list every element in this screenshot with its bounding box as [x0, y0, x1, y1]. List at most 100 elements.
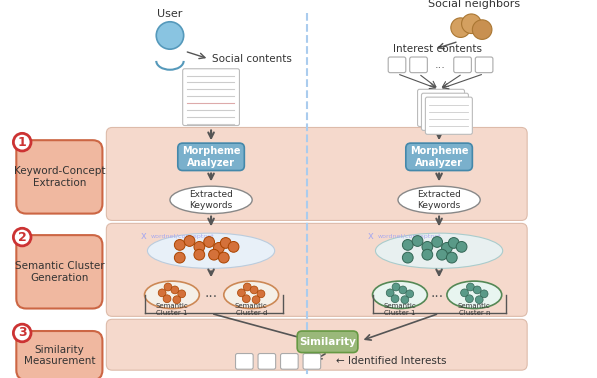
Circle shape: [13, 228, 31, 246]
Text: Semantic
Cluster 1: Semantic Cluster 1: [383, 303, 416, 316]
Circle shape: [466, 295, 473, 303]
Circle shape: [451, 18, 470, 37]
Ellipse shape: [144, 281, 199, 308]
Text: Similarity
Measurement: Similarity Measurement: [24, 345, 95, 366]
Circle shape: [13, 324, 31, 342]
Text: 2: 2: [18, 231, 26, 243]
Text: Morpheme
Analyzer: Morpheme Analyzer: [182, 146, 241, 167]
Text: ← Identified Interests: ← Identified Interests: [336, 356, 447, 366]
Circle shape: [399, 286, 407, 294]
Text: Social neighbors: Social neighbors: [428, 0, 521, 9]
Text: Extracted
Keywords: Extracted Keywords: [417, 190, 461, 209]
Circle shape: [391, 295, 399, 303]
Circle shape: [156, 22, 184, 49]
Text: x: x: [141, 231, 146, 241]
FancyBboxPatch shape: [183, 69, 239, 125]
FancyBboxPatch shape: [16, 235, 103, 308]
Text: wordnet/conceptnet: wordnet/conceptnet: [377, 234, 441, 239]
Circle shape: [208, 249, 219, 260]
FancyBboxPatch shape: [303, 353, 321, 369]
Circle shape: [174, 252, 185, 263]
Circle shape: [220, 237, 231, 248]
FancyBboxPatch shape: [236, 353, 253, 369]
Circle shape: [194, 242, 205, 252]
Circle shape: [242, 295, 250, 303]
Circle shape: [472, 20, 492, 39]
Circle shape: [392, 283, 400, 291]
Text: Semantic
Cluster n: Semantic Cluster n: [458, 303, 491, 316]
Ellipse shape: [447, 281, 501, 308]
Text: Semantic Cluster
Generation: Semantic Cluster Generation: [14, 261, 104, 283]
Ellipse shape: [398, 186, 480, 214]
Circle shape: [461, 14, 481, 34]
FancyBboxPatch shape: [258, 353, 276, 369]
Circle shape: [257, 290, 265, 298]
Circle shape: [386, 289, 394, 297]
Text: wordnet/conceptnet: wordnet/conceptnet: [150, 234, 214, 239]
Text: ...: ...: [435, 60, 445, 70]
Circle shape: [163, 295, 171, 303]
FancyBboxPatch shape: [417, 89, 464, 127]
FancyBboxPatch shape: [106, 127, 527, 220]
Circle shape: [228, 242, 239, 252]
Circle shape: [184, 235, 195, 246]
Circle shape: [422, 242, 433, 252]
FancyBboxPatch shape: [281, 353, 298, 369]
Ellipse shape: [170, 186, 252, 214]
Text: Extracted
Keywords: Extracted Keywords: [189, 190, 233, 209]
FancyBboxPatch shape: [297, 331, 358, 353]
Circle shape: [13, 133, 31, 151]
Circle shape: [252, 296, 260, 304]
Text: User: User: [157, 9, 183, 19]
Circle shape: [238, 289, 245, 297]
Circle shape: [174, 240, 185, 250]
Text: Social contents: Social contents: [212, 54, 292, 64]
Text: Morpheme
Analyzer: Morpheme Analyzer: [410, 146, 468, 167]
Text: 1: 1: [18, 136, 26, 149]
FancyBboxPatch shape: [106, 223, 527, 316]
FancyBboxPatch shape: [426, 97, 472, 134]
Circle shape: [401, 296, 409, 304]
Circle shape: [158, 289, 166, 297]
Circle shape: [412, 235, 423, 246]
Circle shape: [448, 237, 459, 248]
Circle shape: [466, 283, 474, 291]
FancyBboxPatch shape: [106, 319, 527, 370]
FancyBboxPatch shape: [388, 57, 406, 73]
Circle shape: [456, 242, 467, 252]
Circle shape: [475, 296, 483, 304]
Text: ...: ...: [430, 286, 444, 300]
Circle shape: [422, 249, 433, 260]
FancyBboxPatch shape: [454, 57, 472, 73]
Circle shape: [173, 296, 181, 304]
Text: x: x: [368, 231, 374, 241]
Circle shape: [402, 240, 413, 250]
Ellipse shape: [224, 281, 279, 308]
Text: Interest contents: Interest contents: [393, 44, 482, 54]
Ellipse shape: [147, 233, 275, 268]
Circle shape: [402, 252, 413, 263]
Circle shape: [442, 242, 453, 253]
Circle shape: [171, 286, 179, 294]
Circle shape: [406, 290, 414, 298]
Text: Semantic
Cluster d: Semantic Cluster d: [235, 303, 267, 316]
Circle shape: [473, 286, 481, 294]
FancyBboxPatch shape: [16, 331, 103, 378]
Circle shape: [480, 290, 488, 298]
Ellipse shape: [373, 281, 427, 308]
Circle shape: [461, 289, 469, 297]
Text: Keyword-Concept
Extraction: Keyword-Concept Extraction: [14, 166, 105, 188]
Circle shape: [164, 283, 172, 291]
Circle shape: [219, 252, 229, 263]
Circle shape: [250, 286, 258, 294]
Circle shape: [436, 249, 447, 260]
FancyBboxPatch shape: [421, 93, 469, 130]
Circle shape: [432, 237, 442, 247]
Circle shape: [204, 237, 214, 247]
Circle shape: [178, 290, 186, 298]
Text: Similarity: Similarity: [299, 337, 356, 347]
FancyBboxPatch shape: [406, 143, 472, 170]
Ellipse shape: [376, 233, 503, 268]
FancyBboxPatch shape: [475, 57, 493, 73]
Circle shape: [194, 249, 205, 260]
